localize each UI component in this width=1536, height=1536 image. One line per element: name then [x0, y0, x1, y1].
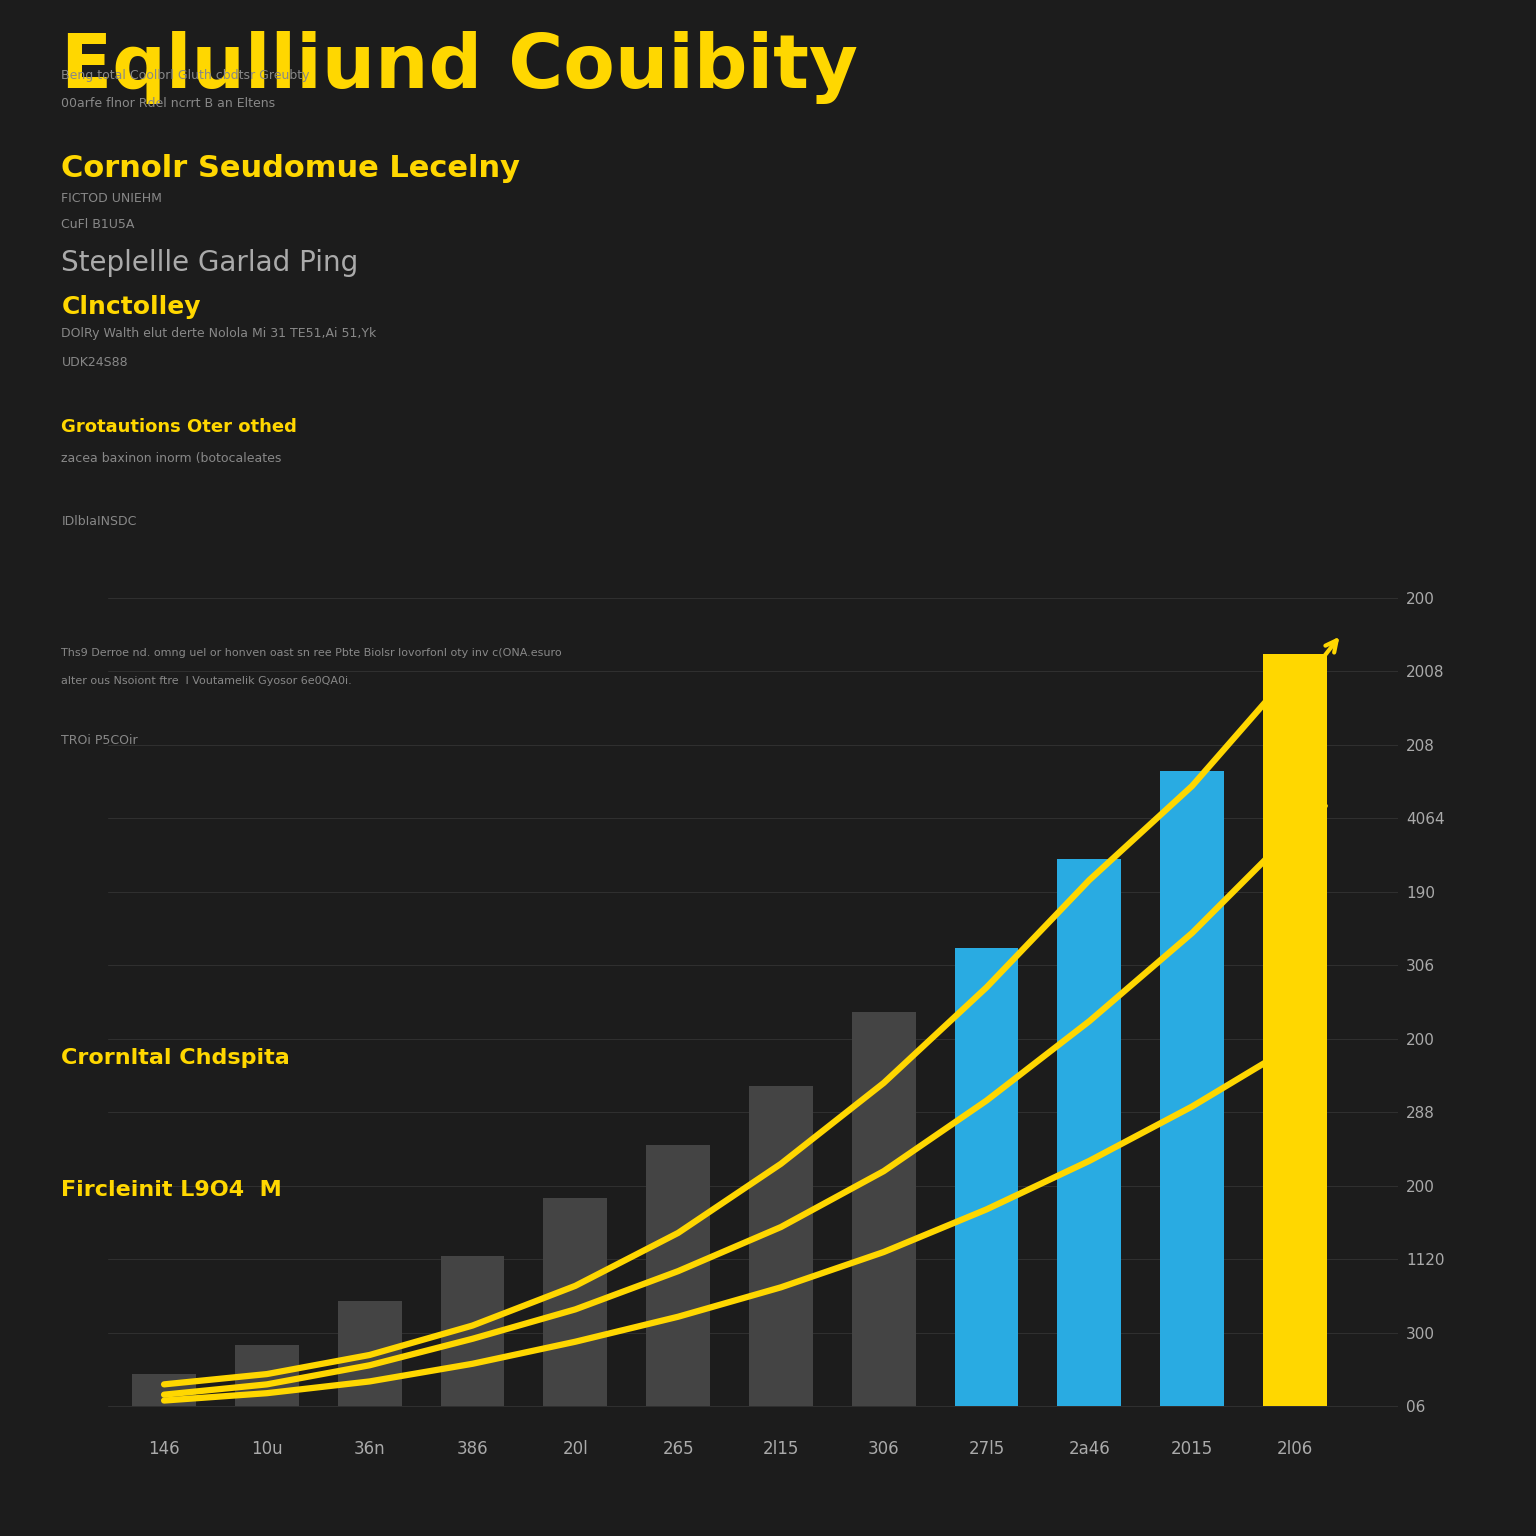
Text: FICTOD UNIEHM: FICTOD UNIEHM — [61, 192, 163, 204]
Bar — [235, 1344, 298, 1407]
Text: Steplellle Garlad Ping: Steplellle Garlad Ping — [61, 249, 359, 276]
Bar — [1160, 771, 1224, 1407]
Text: alter ous Nsoiont ftre  l Voutamelik Gyosor 6e0QA0i.: alter ous Nsoiont ftre l Voutamelik Gyos… — [61, 676, 352, 687]
Text: zacea baxinon inorm (botocaleates: zacea baxinon inorm (botocaleates — [61, 452, 281, 464]
Text: DOlRy Walth elut derte Nolola Mi 31 TE51,Ai 51,Yk: DOlRy Walth elut derte Nolola Mi 31 TE51… — [61, 327, 376, 339]
Bar — [955, 948, 1018, 1407]
Text: Grotautions Oter othed: Grotautions Oter othed — [61, 418, 298, 436]
Text: Ths9 Derroe nd. omng uel or honven oast sn ree Pbte Biolsr lovorfonl oty inv c(O: Ths9 Derroe nd. omng uel or honven oast … — [61, 648, 562, 659]
Text: CuFl B1U5A: CuFl B1U5A — [61, 218, 135, 230]
Text: Crornltal Chdspita: Crornltal Chdspita — [61, 1048, 290, 1068]
Text: Fircleinit L9O4  M: Fircleinit L9O4 M — [61, 1180, 283, 1200]
Text: TROi P5COir: TROi P5COir — [61, 734, 138, 746]
Bar — [852, 1012, 915, 1407]
Text: Cornolr Seudomue Lecelny: Cornolr Seudomue Lecelny — [61, 154, 521, 183]
Text: UDK24S88: UDK24S88 — [61, 356, 127, 369]
Bar — [132, 1375, 197, 1407]
Bar — [338, 1301, 401, 1407]
Bar — [647, 1144, 710, 1407]
Text: 00arfe flnor Rdel ncrrt B an Eltens: 00arfe flnor Rdel ncrrt B an Eltens — [61, 97, 275, 109]
Text: IDlbIaINSDC: IDlbIaINSDC — [61, 515, 137, 527]
Text: Clnctolley: Clnctolley — [61, 295, 201, 319]
Bar — [1057, 860, 1121, 1407]
Bar — [750, 1086, 813, 1407]
Bar — [544, 1198, 607, 1407]
Text: Eqlulliund Couibity: Eqlulliund Couibity — [61, 31, 859, 104]
Bar — [1263, 654, 1327, 1407]
Text: Beng total Coolbrl Gluth cbdtsr Greubty: Beng total Coolbrl Gluth cbdtsr Greubty — [61, 69, 310, 81]
Bar — [441, 1256, 504, 1407]
